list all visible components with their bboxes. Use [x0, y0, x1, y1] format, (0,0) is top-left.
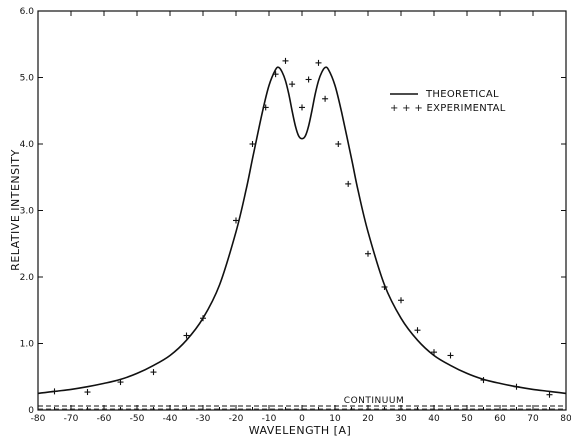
x-tick-label: 60: [494, 414, 506, 424]
experimental-points-group: [51, 57, 553, 398]
experimental-point: [51, 388, 58, 395]
experimental-point: [233, 217, 239, 224]
y-tick-label: 3.0: [20, 207, 35, 217]
experimental-point: [249, 141, 256, 147]
axis-ticks: [37, 10, 567, 411]
legend-theoretical-label: THEORETICAL: [425, 89, 499, 100]
x-tick-label: 80: [560, 414, 571, 424]
experimental-point: [546, 391, 553, 398]
x-tick-label: 40: [428, 414, 440, 424]
y-tick-label: 0: [28, 406, 34, 416]
experimental-point: [315, 59, 322, 66]
x-tick-label: -80: [31, 414, 46, 424]
y-tick-label: 5.0: [20, 74, 35, 84]
theoretical-curve: [37, 66, 567, 395]
x-tick-label: -50: [130, 414, 145, 424]
experimental-point: [282, 57, 289, 64]
experimental-point: [335, 141, 342, 147]
y-tick-labels: 0 1.0 2.0 3.0 4.0 5.0 6.0: [20, 7, 35, 416]
legend-experimental-label: + + + EXPERIMENTAL: [390, 103, 506, 114]
experimental-point: [117, 379, 124, 386]
continuum-label: CONTINUUM: [344, 396, 404, 406]
x-tick-label: 30: [395, 414, 407, 424]
x-tick-label: 0: [299, 414, 305, 424]
experimental-point: [272, 71, 279, 78]
experimental-point: [381, 283, 388, 290]
experimental-point: [289, 81, 296, 88]
experimental-point: [305, 76, 312, 83]
experimental-point: [365, 250, 371, 257]
experimental-point: [513, 383, 520, 390]
y-tick-label: 4.0: [20, 140, 35, 150]
experimental-point: [299, 104, 305, 111]
experimental-point: [398, 297, 404, 304]
experimental-point: [84, 389, 91, 396]
y-tick-label: 2.0: [20, 273, 35, 283]
experimental-point: [200, 315, 206, 322]
experimental-point: [480, 377, 487, 384]
y-axis-label: RELATIVE INTENSITY: [9, 149, 22, 271]
experimental-point: [414, 327, 421, 334]
y-tick-label: 1.0: [20, 340, 35, 350]
x-tick-label: -10: [262, 414, 277, 424]
experimental-point: [150, 369, 157, 376]
experimental-point: [447, 352, 454, 359]
x-tick-label: -60: [97, 414, 112, 424]
experimental-point: [183, 332, 190, 339]
x-tick-label: 50: [461, 414, 473, 424]
x-tick-label: 20: [362, 414, 374, 424]
experimental-point: [322, 95, 329, 102]
plot-border: [37, 10, 567, 411]
experimental-point: [262, 104, 269, 111]
x-tick-label: 10: [329, 414, 341, 424]
legend: THEORETICAL + + + EXPERIMENTAL: [390, 89, 506, 114]
continuum-line-group: [38, 405, 566, 410]
x-tick-labels: -80 -70 -60 -50 -40 -30 -20 -10 0 10 20 30 40 50 60 70 8…: [31, 414, 571, 424]
x-tick-label: 70: [527, 414, 539, 424]
x-tick-label: -70: [64, 414, 79, 424]
x-tick-label: -20: [229, 414, 244, 424]
experimental-point: [345, 180, 352, 187]
theoretical-curve-group: [37, 66, 567, 395]
x-axis-label: WAVELENGTH [A]: [249, 424, 352, 437]
y-tick-label: 6.0: [20, 7, 35, 17]
experimental-point: [431, 349, 437, 356]
x-tick-label: -30: [196, 414, 211, 424]
plot-frame: [37, 10, 567, 411]
x-tick-label: -40: [163, 414, 178, 424]
